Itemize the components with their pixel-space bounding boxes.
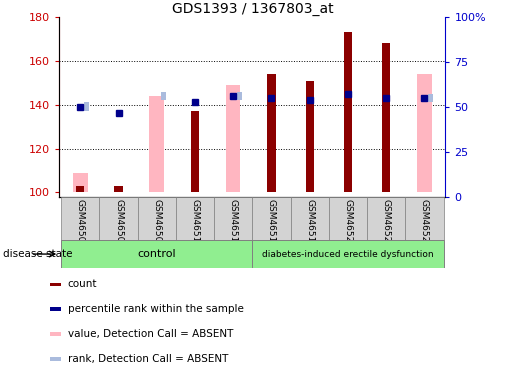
Text: control: control [138, 249, 176, 259]
Bar [382, 43, 390, 192]
Bar [267, 74, 276, 192]
Text: disease state: disease state [3, 249, 72, 259]
Text: GSM46521: GSM46521 [382, 199, 391, 248]
Bar [290, 197, 329, 240]
Bar [161, 92, 166, 100]
Bar [252, 197, 290, 240]
Bar [76, 186, 84, 192]
Bar [367, 197, 405, 240]
Bar [428, 94, 434, 102]
Text: count: count [67, 279, 97, 289]
Bar [138, 197, 176, 240]
Bar [149, 96, 164, 192]
Bar [84, 102, 89, 111]
Bar [176, 197, 214, 240]
Title: GDS1393 / 1367803_at: GDS1393 / 1367803_at [171, 2, 333, 16]
Text: GSM46500: GSM46500 [76, 199, 85, 248]
Bar [50, 308, 61, 311]
Text: GSM46522: GSM46522 [420, 199, 429, 248]
Text: diabetes-induced erectile dysfunction: diabetes-induced erectile dysfunction [262, 250, 434, 259]
Text: GSM46503: GSM46503 [114, 199, 123, 248]
Text: value, Detection Call = ABSENT: value, Detection Call = ABSENT [67, 329, 233, 339]
Bar [73, 173, 88, 192]
Bar [50, 332, 61, 336]
Bar [61, 197, 99, 240]
Bar [50, 357, 61, 361]
Bar [114, 186, 123, 192]
Bar [99, 197, 138, 240]
Bar [237, 92, 242, 100]
Text: GSM46508: GSM46508 [152, 199, 161, 248]
Bar [61, 240, 252, 268]
Text: GSM46518: GSM46518 [267, 199, 276, 248]
Text: GSM46519: GSM46519 [305, 199, 314, 248]
Text: GSM46512: GSM46512 [191, 199, 199, 248]
Bar [405, 197, 443, 240]
Bar [50, 282, 61, 286]
Bar [344, 32, 352, 192]
Bar [191, 111, 199, 192]
Text: GSM46516: GSM46516 [229, 199, 238, 248]
Bar [417, 74, 432, 192]
Text: rank, Detection Call = ABSENT: rank, Detection Call = ABSENT [67, 354, 228, 364]
Bar [305, 81, 314, 192]
Text: GSM46520: GSM46520 [344, 199, 352, 248]
Bar [252, 240, 443, 268]
Text: percentile rank within the sample: percentile rank within the sample [67, 304, 244, 314]
Bar [226, 85, 241, 192]
Bar [329, 197, 367, 240]
Bar [214, 197, 252, 240]
